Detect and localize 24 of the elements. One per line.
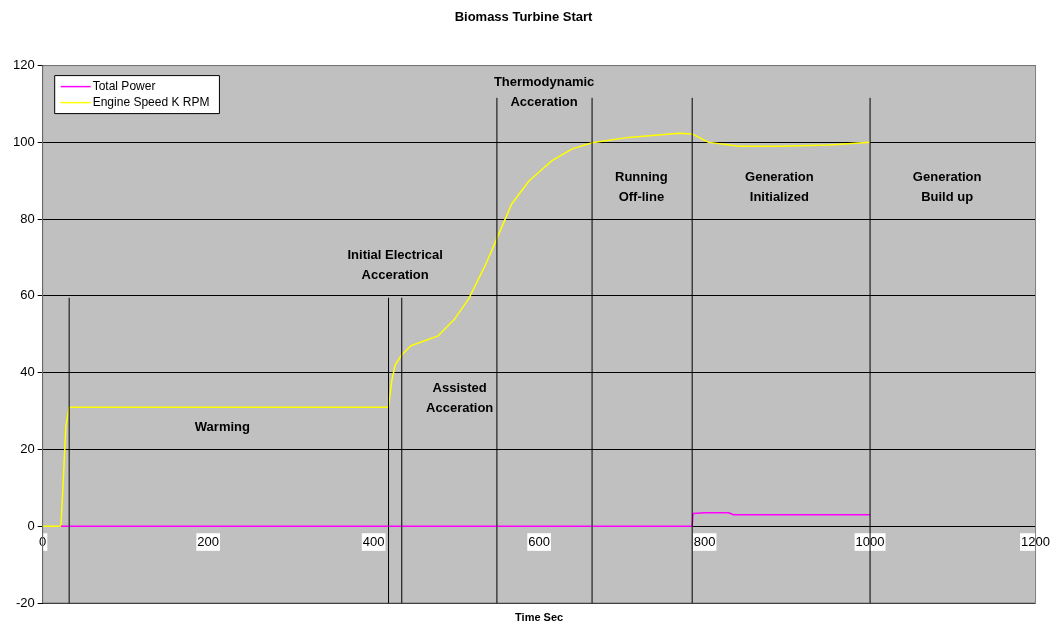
y-tick-label: -20 — [15, 594, 35, 610]
x-tick-label: 600 — [528, 533, 550, 549]
annotation: Initial Electrical Acceration — [347, 247, 443, 283]
annotation: Thermodynamic Acceration — [493, 73, 595, 109]
x-tick-label: 400 — [362, 533, 385, 549]
x-tick-label: 200 — [197, 533, 220, 549]
annotation: Running Off-line — [615, 169, 668, 205]
annotation: Generation Initialized — [745, 169, 814, 205]
y-tick-label: 120 — [12, 57, 35, 73]
chart-title: Biomass Turbine Start — [454, 9, 594, 25]
y-tick-label: 0 — [27, 517, 35, 533]
y-tick-label: 20 — [20, 441, 35, 457]
legend-label: Engine Speed K RPM — [92, 94, 210, 109]
annotation: Assisted Acceration — [426, 380, 494, 416]
y-tick-label: 80 — [20, 210, 35, 226]
annotation: Warming — [194, 418, 251, 434]
x-tick-label: 1200 — [1021, 533, 1050, 549]
x-tick-label: 800 — [693, 533, 716, 549]
y-tick-label: 100 — [12, 133, 35, 149]
y-tick-label: 40 — [20, 364, 35, 380]
y-tick-label: 60 — [20, 287, 35, 303]
legend-label: Total Power — [92, 78, 156, 93]
annotation: Generation Build up — [912, 169, 982, 205]
x-axis-title: Time Sec — [515, 611, 564, 623]
